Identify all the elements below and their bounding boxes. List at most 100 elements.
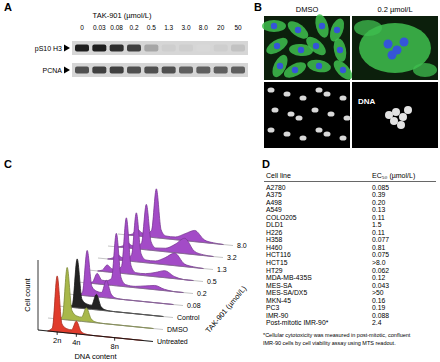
row-arrow [64,45,70,52]
table-cell: IMR-90 [266,312,289,319]
micrograph-image [352,16,438,80]
nucleus [385,111,393,119]
blot-band [75,45,89,52]
blot-band [92,45,106,52]
blot-band [144,67,158,74]
table-cell: 0.13 [372,206,385,213]
blot-panel: TAK-901 (µmol/L)00.030.080.20.51.33.08.0… [35,11,248,77]
table-cell: Post-mitotic IMR-90* [266,319,329,326]
blot-band [127,45,141,52]
cell-nucleus [292,67,298,73]
header-rule [264,181,436,182]
x-tick-label: 2n [53,336,61,345]
nucleus [397,121,405,129]
x-tick-label: 8n [110,342,118,351]
table-cell: >50 [372,289,384,296]
blot-band [162,67,176,74]
nucleus [284,131,291,136]
nucleus [328,111,335,116]
table-cell: DLD1 [266,221,284,228]
table-cell: 0.81 [372,244,385,251]
cell-body [262,20,286,32]
cell-body [303,34,329,59]
blot-band [196,67,210,74]
table-cell: H226 [266,229,282,236]
row-arrow [64,67,70,74]
histogram-panel: UntreatedDMSOControl0.080.20.51.33.28.02… [23,189,249,361]
x-tick [76,334,77,337]
cell-body [354,20,382,36]
figure: ABCDTAK-901 (µmol/L)00.030.080.20.51.33.… [0,0,440,362]
lane-label: 0.08 [110,24,123,31]
nucleus [340,95,347,100]
table-cell: H460 [266,244,282,251]
table-cell: 0.11 [372,229,385,236]
cell-nucleus [295,27,301,33]
nucleus [300,95,307,100]
table-header: Cell line [266,172,291,179]
cell-nucleus [334,27,340,33]
table-cell: 0.085 [372,184,389,191]
nucleus [272,107,279,112]
blot-band [110,45,124,52]
blot-band [110,67,124,74]
table-cell: H358 [266,236,282,243]
table-cell: 2.4 [372,319,382,326]
cell-nucleus [400,38,409,47]
nucleus [316,127,323,132]
series-label: Untreated [157,338,188,345]
table-cell: 0.16 [372,297,385,304]
cell-body [306,58,332,74]
plot-area [38,189,233,342]
x-tick [114,338,115,341]
z-axis-title: TAK-901 (µmol/L) [204,284,249,335]
blot-row-label: pS10 H3 [35,45,62,53]
panel-label: D [262,158,270,170]
table-cell: 1.5 [372,221,382,228]
table-cell: 0.12 [372,274,385,281]
table-cell: 0.39 [372,191,385,198]
cell-nucleus [277,63,283,69]
lane-label: 3.0 [181,24,190,31]
table-header: EC₅₀ (µmol/L) [372,172,415,180]
x-tick [57,332,58,335]
blot-strip [72,63,248,77]
cell-nucleus [298,47,304,53]
histogram [68,259,164,317]
lane-label: 1.3 [164,24,173,31]
nucleus [268,87,275,92]
nucleus [316,87,323,92]
nucleus [404,106,412,114]
table-cell: >8.0 [372,259,386,266]
blot-band [179,67,193,74]
cell-nucleus [340,67,346,73]
lane-label: 50 [234,24,242,31]
table-cell: A2780 [266,184,286,191]
table-cell: 0.088 [372,312,389,319]
lane-label: 8.0 [199,24,208,31]
cell-nucleus [388,51,397,60]
table-cell: A549 [266,206,282,213]
blot-band [92,67,106,74]
table-cell: 0.19 [372,304,385,311]
y-axis-title: Cell count [23,277,32,311]
table-footnote: *Cellular cytotoxicity was measured in p… [263,332,411,338]
nucleus [300,135,307,140]
table-cell: 0.062 [372,267,389,274]
blot-strip [72,41,248,55]
lane-label: 0 [80,24,84,31]
histogram [118,204,214,256]
table-cell: 0.11 [372,214,385,221]
cell-body [330,57,355,83]
table-footnote: IMR-90 cells by cell viability assay usi… [263,340,396,346]
table-cell: A375 [266,191,282,198]
cell-nucleus [319,23,325,29]
cell-body [332,37,348,63]
blot-band [214,45,228,52]
nucleus [344,115,351,120]
condition-label: DMSO [296,5,319,14]
blot-band [127,67,141,74]
cell-nucleus [271,23,277,29]
blot-band [214,67,228,74]
nucleus [392,108,400,116]
